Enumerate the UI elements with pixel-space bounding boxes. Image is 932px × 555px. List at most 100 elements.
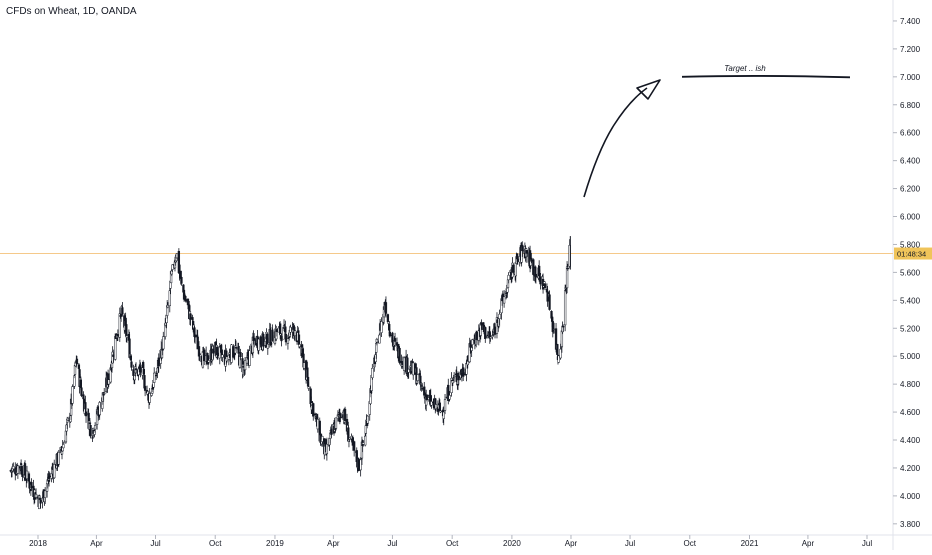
candle-body (155, 374, 158, 377)
x-tick-label: 2020 (503, 539, 521, 548)
candle-body (118, 313, 121, 338)
candle-body (275, 329, 279, 333)
y-tick-label: 6.600 (900, 129, 921, 138)
candle-body (53, 464, 56, 479)
arrow-head (636, 79, 661, 100)
candle-body (366, 415, 369, 424)
candle-body (271, 329, 274, 341)
candle-body (502, 296, 506, 304)
candle-body (557, 355, 560, 363)
candle-body (73, 375, 76, 387)
candle-body (389, 334, 392, 336)
candle-body (407, 368, 410, 373)
candle-body (253, 338, 256, 341)
candle-body (457, 375, 460, 381)
candle-body (357, 458, 360, 472)
candle-body (166, 305, 169, 308)
x-tick-label: Oct (446, 539, 459, 548)
candle-body (438, 402, 441, 411)
candle-body (388, 331, 392, 337)
candle-body (384, 302, 388, 314)
y-tick-label: 4.800 (900, 380, 921, 389)
candle-body (225, 356, 229, 362)
candle-body (471, 339, 474, 345)
candle-body (462, 367, 465, 377)
candle-body (556, 344, 559, 355)
x-tick-label: 2018 (29, 539, 47, 548)
candle-body (189, 313, 192, 320)
candle-body (175, 253, 179, 259)
candle-body (30, 482, 33, 488)
candle-body (314, 413, 317, 416)
candle-body (525, 250, 528, 254)
candle-body (98, 402, 101, 416)
candle-body (393, 338, 397, 342)
x-tick-label: Apr (802, 539, 815, 548)
candle-body (543, 283, 547, 288)
candle-body (303, 362, 306, 369)
y-tick-label: 6.200 (900, 185, 921, 194)
candle-body (448, 395, 451, 400)
candle-body (133, 375, 136, 381)
x-tick-label: Jul (862, 539, 872, 548)
candle-body (334, 417, 338, 429)
candle-body (286, 338, 290, 344)
candle-body (330, 428, 333, 435)
candle-body (402, 357, 406, 371)
candle-body (62, 444, 65, 449)
chart-title: CFDs on Wheat, 1D, OANDA (6, 6, 137, 17)
x-tick-label: Jul (387, 539, 397, 548)
candle-body (516, 258, 519, 262)
candle-body (234, 347, 238, 349)
candle-body (134, 368, 138, 371)
candle-body (38, 497, 42, 500)
candle-body (139, 367, 142, 373)
candle-body (103, 393, 106, 395)
candle-body (541, 278, 545, 290)
candle-body (480, 322, 483, 326)
y-tick-label: 6.800 (900, 101, 921, 110)
candle-body (565, 266, 569, 289)
candle-body (216, 352, 219, 357)
candle-body (452, 375, 456, 378)
candle-body (425, 394, 429, 401)
price-badge (894, 247, 932, 260)
target-line (681, 75, 851, 79)
x-tick-label: Apr (565, 539, 578, 548)
candle-body (107, 379, 110, 385)
candle-body (84, 411, 88, 417)
candle-body (23, 463, 27, 476)
candle-body (512, 264, 515, 273)
candle-body (362, 442, 365, 445)
candle-body (325, 443, 329, 455)
x-tick-label: 2019 (266, 539, 284, 548)
candle-body (171, 264, 174, 270)
candle-body (191, 317, 194, 321)
candle-body (566, 267, 569, 270)
candle-body (239, 352, 242, 357)
candle-body (388, 324, 391, 331)
candle-body (562, 326, 565, 328)
candle-body (412, 362, 415, 376)
candle-body (434, 404, 438, 410)
candle-body (443, 399, 447, 411)
x-tick-label: 2021 (741, 539, 759, 548)
candle-body (439, 410, 442, 413)
candle-body (266, 343, 269, 349)
candle-body (182, 284, 185, 293)
candle-body (521, 244, 524, 252)
candle-body (221, 354, 224, 358)
candle-body (451, 380, 454, 384)
candle-body (153, 372, 156, 383)
candle-body (430, 401, 433, 406)
candle-body (419, 375, 422, 385)
y-tick-label: 6.400 (900, 157, 921, 166)
x-tick-label: Apr (327, 539, 340, 548)
candle-body (243, 360, 247, 371)
y-tick-label: 7.200 (900, 45, 921, 54)
candle-body (352, 441, 356, 451)
candle-body (148, 393, 151, 403)
candle-body (60, 450, 64, 455)
